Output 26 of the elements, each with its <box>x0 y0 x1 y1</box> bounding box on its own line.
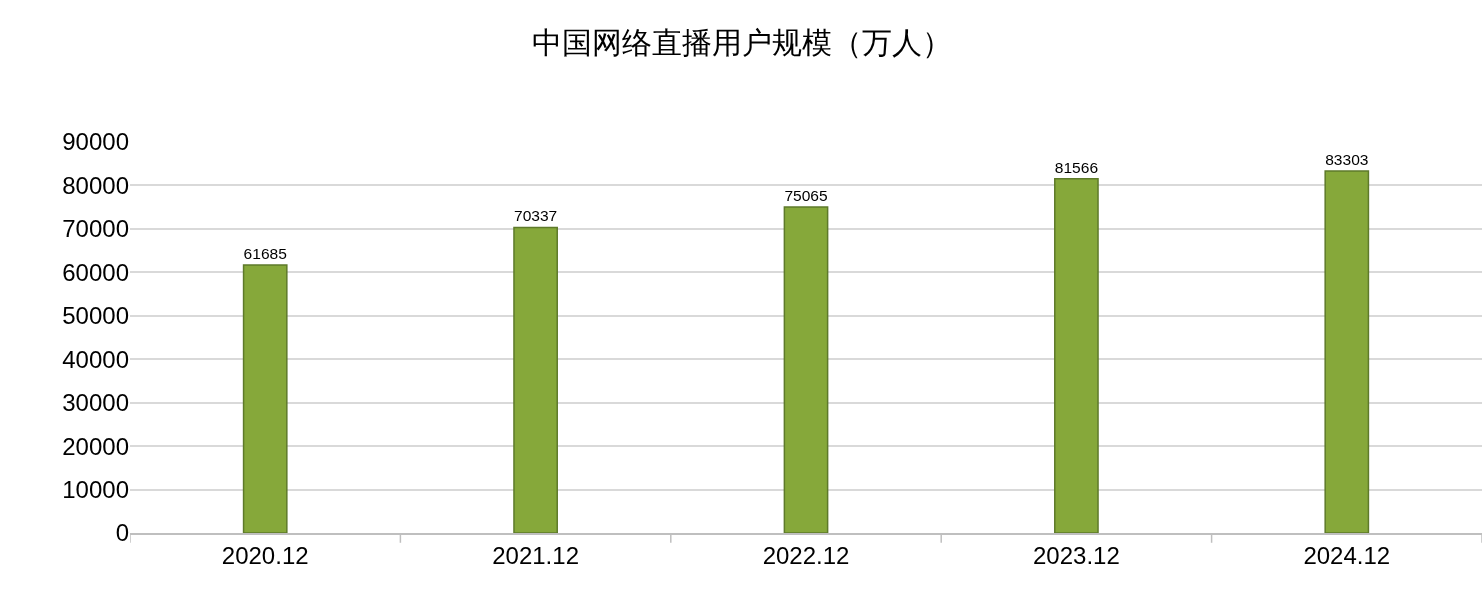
bar <box>242 264 288 533</box>
y-tick-label: 90000 <box>62 128 129 156</box>
bar <box>783 206 829 533</box>
bar <box>1054 177 1099 533</box>
x-tick-label: 2020.12 <box>221 541 309 569</box>
x-tick-label: 2023.12 <box>1033 541 1120 569</box>
data-label: 83303 <box>1325 150 1369 168</box>
x-tick-label: 2024.12 <box>1303 541 1391 569</box>
data-label: 75065 <box>784 186 828 204</box>
y-tick-label: 50000 <box>62 302 129 330</box>
y-tick-label: 20000 <box>62 432 129 460</box>
data-label: 61685 <box>243 244 287 262</box>
y-tick-label: 60000 <box>62 258 129 286</box>
y-tick-label: 70000 <box>62 215 129 243</box>
x-tick-label: 2022.12 <box>762 541 850 569</box>
y-tick-label: 40000 <box>62 345 129 373</box>
bar <box>513 226 558 533</box>
chart-title: 中国网络直播用户规模（万人） <box>532 24 952 60</box>
y-tick-label: 30000 <box>62 389 129 417</box>
data-label: 70337 <box>513 207 558 225</box>
y-tick-label: 80000 <box>62 171 129 199</box>
y-tick-label: 0 <box>115 519 129 547</box>
x-tick-label: 2021.12 <box>492 541 579 569</box>
data-label: 81566 <box>1054 158 1099 176</box>
bar <box>1324 170 1370 533</box>
y-tick-label: 10000 <box>62 475 129 503</box>
